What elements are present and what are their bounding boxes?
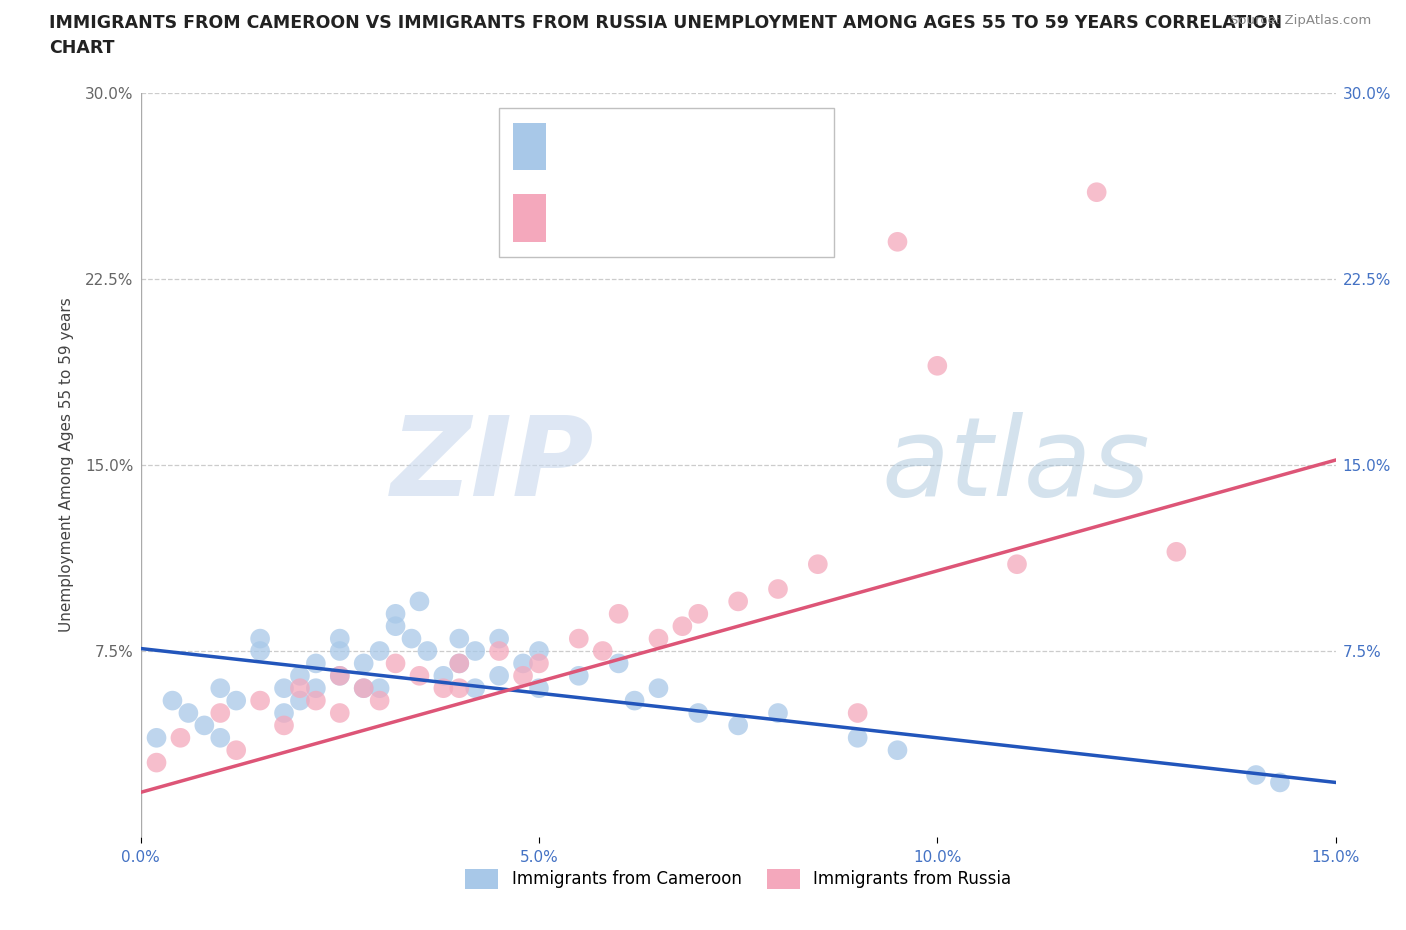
Point <box>527 644 550 658</box>
Point <box>329 669 352 684</box>
Point <box>353 656 375 671</box>
Point <box>464 644 486 658</box>
Point <box>766 706 789 721</box>
Point <box>288 693 311 708</box>
Point <box>169 730 191 745</box>
Point <box>846 730 869 745</box>
Point <box>512 656 534 671</box>
Point <box>209 730 232 745</box>
Point <box>688 606 710 621</box>
Point <box>671 618 693 633</box>
Point <box>209 706 232 721</box>
Point <box>512 669 534 684</box>
Point <box>607 656 630 671</box>
Point <box>432 681 454 696</box>
Point <box>592 644 614 658</box>
Point <box>305 693 328 708</box>
Point <box>416 644 439 658</box>
Point <box>1085 185 1108 200</box>
Point <box>353 681 375 696</box>
Point <box>329 644 352 658</box>
Point <box>329 631 352 646</box>
Text: Source: ZipAtlas.com: Source: ZipAtlas.com <box>1230 14 1371 27</box>
Point <box>145 755 167 770</box>
Point <box>249 631 271 646</box>
Point <box>408 669 430 684</box>
Point <box>305 656 328 671</box>
Point <box>401 631 423 646</box>
Point <box>449 681 471 696</box>
Point <box>288 681 311 696</box>
Point <box>162 693 184 708</box>
Legend: Immigrants from Cameroon, Immigrants from Russia: Immigrants from Cameroon, Immigrants fro… <box>458 862 1018 896</box>
Point <box>464 681 486 696</box>
Point <box>368 681 391 696</box>
Point <box>384 606 406 621</box>
Point <box>449 631 471 646</box>
Point <box>408 594 430 609</box>
Point <box>568 669 591 684</box>
Text: ZIP: ZIP <box>391 411 595 519</box>
Point <box>807 557 830 572</box>
Point <box>1166 544 1188 559</box>
Point <box>249 644 271 658</box>
Point <box>607 606 630 621</box>
Point <box>488 631 510 646</box>
Point <box>1268 775 1291 790</box>
Point <box>288 669 311 684</box>
Point <box>623 693 645 708</box>
Point <box>384 656 406 671</box>
Point <box>305 681 328 696</box>
Point <box>727 594 749 609</box>
Point <box>449 656 471 671</box>
Point <box>927 358 949 373</box>
Point <box>273 706 295 721</box>
Point <box>225 743 247 758</box>
Y-axis label: Unemployment Among Ages 55 to 59 years: Unemployment Among Ages 55 to 59 years <box>59 298 75 632</box>
Point <box>193 718 215 733</box>
Point <box>249 693 271 708</box>
Point <box>647 681 669 696</box>
Point <box>647 631 669 646</box>
Point <box>329 706 352 721</box>
Point <box>225 693 247 708</box>
Text: IMMIGRANTS FROM CAMEROON VS IMMIGRANTS FROM RUSSIA UNEMPLOYMENT AMONG AGES 55 TO: IMMIGRANTS FROM CAMEROON VS IMMIGRANTS F… <box>49 14 1282 32</box>
Point <box>368 644 391 658</box>
Point <box>353 681 375 696</box>
Point <box>846 706 869 721</box>
Point <box>177 706 200 721</box>
Point <box>449 656 471 671</box>
Point <box>488 669 510 684</box>
Point <box>329 669 352 684</box>
Point <box>273 681 295 696</box>
Point <box>1244 767 1267 782</box>
Point <box>766 581 789 596</box>
Point <box>273 718 295 733</box>
Text: atlas: atlas <box>882 411 1150 519</box>
Point <box>568 631 591 646</box>
Point <box>886 743 908 758</box>
Point <box>488 644 510 658</box>
Point <box>886 234 908 249</box>
Point <box>1005 557 1028 572</box>
Point <box>727 718 749 733</box>
Point <box>688 706 710 721</box>
Point <box>145 730 167 745</box>
Point <box>368 693 391 708</box>
Point <box>527 681 550 696</box>
Point <box>384 618 406 633</box>
Point <box>432 669 454 684</box>
Point <box>209 681 232 696</box>
Point <box>527 656 550 671</box>
Text: CHART: CHART <box>49 39 115 57</box>
